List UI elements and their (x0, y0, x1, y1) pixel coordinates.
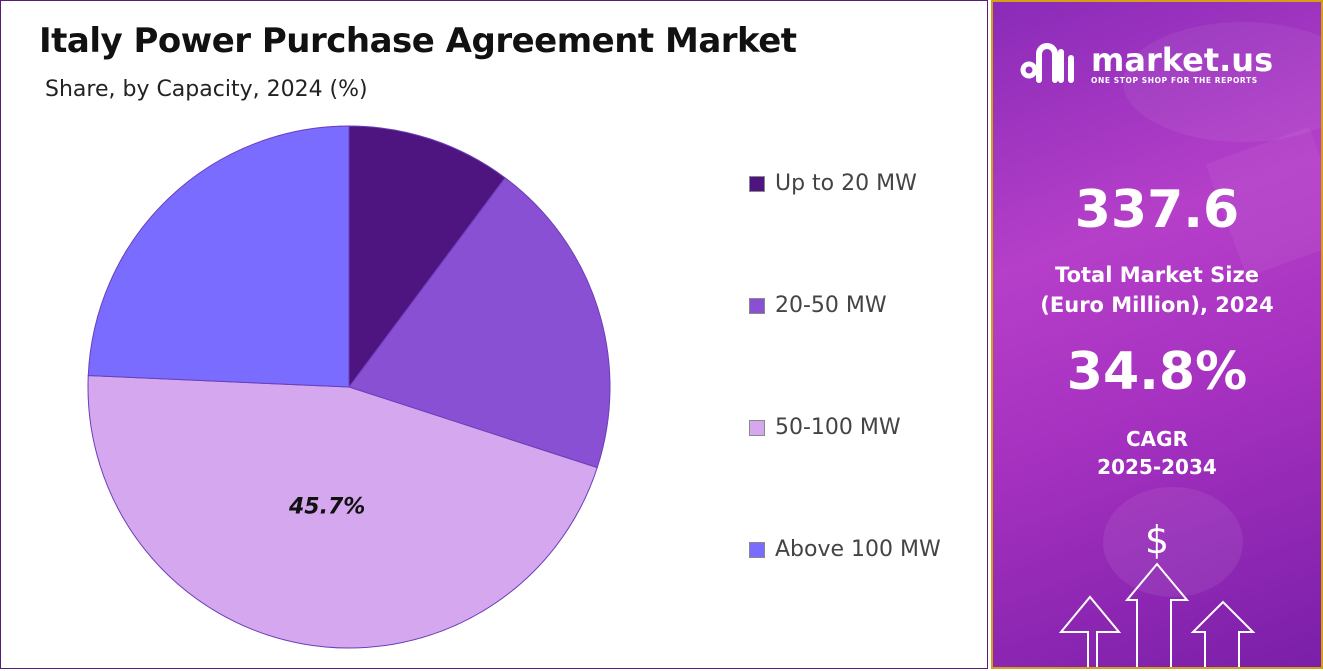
summary-sidebar: market.us ONE STOP SHOP FOR THE REPORTS … (991, 0, 1323, 669)
cagr-label: CAGR (1126, 427, 1188, 451)
legend-label: Above 100 MW (775, 537, 941, 562)
brand-tagline: ONE STOP SHOP FOR THE REPORTS (1091, 75, 1258, 85)
legend-label: Up to 20 MW (775, 171, 917, 196)
legend-swatch (749, 175, 765, 192)
cagr-period: 2025-2034 (1097, 455, 1217, 479)
legend-swatch (749, 419, 765, 436)
chart-title: Italy Power Purchase Agreement Market (39, 21, 797, 61)
pie-chart: 45.7% (87, 125, 611, 649)
legend-swatch (749, 297, 765, 314)
market-size-value: 337.6 (1074, 180, 1240, 240)
pie-slice-50-100-mw (87, 375, 598, 649)
legend-item: Up to 20 MW (749, 171, 917, 196)
legend-label: 20-50 MW (775, 293, 887, 318)
pie-slice-20-50-mw (348, 177, 611, 469)
legend-item: 20-50 MW (749, 293, 887, 318)
growth-arrows-icon (1058, 562, 1256, 667)
legend-swatch (749, 541, 765, 558)
market-us-logo-icon (1020, 43, 1074, 83)
legend-item: Above 100 MW (749, 537, 941, 562)
legend-item: 50-100 MW (749, 415, 901, 440)
market-size-label-line1: Total Market Size (1055, 263, 1259, 287)
cagr-value: 34.8% (1066, 342, 1248, 402)
pie-slice-above-100-mw (87, 125, 350, 388)
market-size-label-line2: (Euro Million), 2024 (1040, 293, 1274, 317)
background-decoration (1103, 22, 1321, 597)
chart-subtitle: Share, by Capacity, 2024 (%) (45, 77, 368, 102)
pie-slice-up-to-20-mw (348, 125, 506, 389)
data-label: 45.7% (288, 495, 365, 520)
chart-panel: Italy Power Purchase Agreement Market Sh… (0, 0, 988, 669)
brand-name: market.us (1091, 40, 1274, 79)
legend-label: 50-100 MW (775, 415, 901, 440)
brand-logo: market.us ONE STOP SHOP FOR THE REPORTS (1017, 40, 1273, 88)
dollar-icon: $ (1144, 518, 1170, 562)
